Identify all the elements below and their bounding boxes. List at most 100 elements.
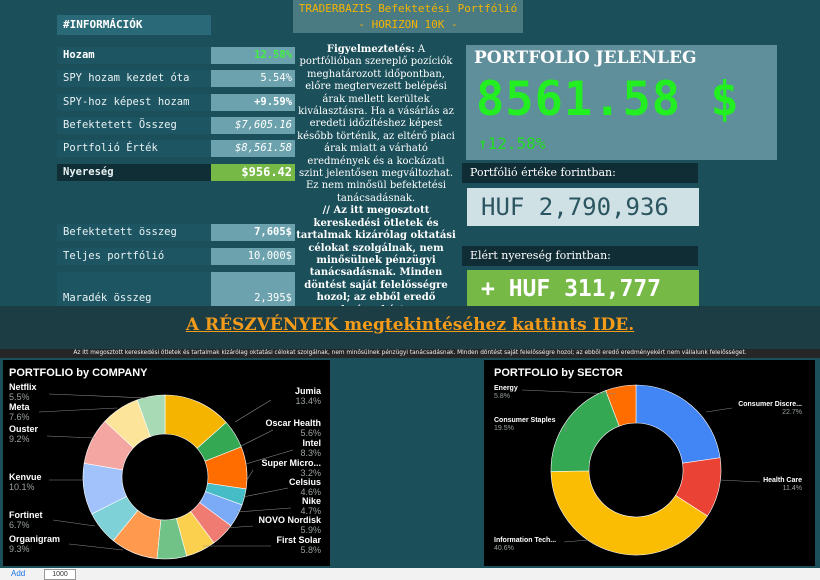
- sector-pct-information-tech: 40.6%: [494, 545, 514, 552]
- company-pct-intel: 8.3%: [300, 448, 321, 458]
- slice-consumer-staples[interactable]: [550, 390, 620, 472]
- sector-label-health-care: Health Care: [763, 477, 802, 484]
- row-label-befektetett-osszeg: Befektetett Összeg: [57, 117, 211, 134]
- sector-chart-panel: PORTFOLIO by SECTOR Consumer Discre... 22…: [484, 360, 815, 566]
- company-label-fortinet: Fortinet: [9, 510, 43, 520]
- company-label-nike: Nike: [302, 496, 321, 506]
- portfolio-change: ↑12.58%: [478, 134, 546, 153]
- portfolio-current-title: PORTFOLIO JELENLEG: [474, 48, 697, 68]
- bottom-bar: [0, 568, 820, 580]
- company-pct-novo-nordisk: 5.9%: [300, 525, 321, 535]
- row-value-spy-hozam: 5.54%: [211, 70, 295, 87]
- row-value-hozam: 12.58%: [211, 47, 295, 64]
- company-pct-organigram: 9.3%: [9, 544, 30, 554]
- company-leader-fortinet: [52, 519, 96, 527]
- slice-energy[interactable]: [605, 384, 637, 427]
- company-leader-nike: [236, 507, 292, 513]
- company-label-netflix: Netflix: [9, 382, 37, 392]
- company-pct-netflix: 5.5%: [9, 392, 30, 402]
- row-label-maradek: Maradék összeg: [57, 272, 211, 306]
- company-pct-jumia: 13.4%: [295, 396, 321, 406]
- company-pct-meta: 7.6%: [9, 412, 30, 422]
- sector-leader-consumer-discre: [705, 407, 733, 413]
- company-leader-organigram: [68, 543, 124, 551]
- slice-information-tech[interactable]: [550, 470, 708, 556]
- row-value-befektetett: 7,605$: [211, 224, 295, 241]
- row-label-teljes-portfolio: Teljes portfólió: [57, 248, 211, 265]
- huf-value-label: Portfólió értéke forintban:: [462, 163, 698, 183]
- row-value-spy-relative: +9.59%: [211, 94, 295, 111]
- company-pct-first-solar: 5.8%: [300, 545, 321, 555]
- company-label-first-solar: First Solar: [276, 535, 321, 545]
- row-label-portfolio-ertek: Portfolió Érték: [57, 140, 211, 157]
- company-leader-super-micro: [246, 469, 254, 481]
- row-value-teljes-portfolio: 10,000$: [211, 248, 295, 265]
- row-label-spy-relative: SPY-hoz képest hozam: [57, 94, 211, 111]
- sector-chart-title: PORTFOLIO by SECTOR: [494, 367, 623, 379]
- company-leader-celsius: [242, 487, 289, 498]
- sector-label-energy: Energy: [494, 385, 518, 392]
- company-label-ouster: Ouster: [9, 424, 39, 434]
- company-label-super-micro: Super Micro...: [261, 458, 321, 468]
- warning-heading: Figyelmeztetés:: [326, 44, 415, 55]
- add-rows-count-input[interactable]: 1000: [44, 569, 76, 580]
- company-label-intel: Intel: [302, 438, 321, 448]
- row-label-befektetett: Befektetett összeg: [57, 224, 211, 241]
- company-label-novo-nordisk: NOVO Nordisk: [258, 515, 322, 525]
- row-label-spy-hozam: SPY hozam kezdet óta: [57, 70, 211, 87]
- company-label-celsius: Celsius: [289, 477, 321, 487]
- company-leader-netflix: [48, 393, 148, 399]
- company-pct-super-micro: 3.2%: [300, 468, 321, 478]
- company-leader-meta: [38, 407, 118, 413]
- warning-text: Figyelmeztetés: A portfólióban szereplő …: [296, 44, 456, 329]
- company-leader-jumia: [234, 399, 272, 423]
- company-label-meta: Meta: [9, 402, 30, 412]
- warning-body: A portfólióban szereplő pozíciók meghatá…: [297, 44, 455, 204]
- company-pct-nike: 4.7%: [300, 506, 321, 516]
- company-leader-intel: [245, 449, 294, 465]
- company-pct-oscar-health: 5.6%: [300, 428, 321, 438]
- slice-netflix[interactable]: [136, 394, 166, 437]
- portfolio-subtitle: - HORIZON 10K -: [293, 17, 523, 33]
- huf-gain-value: + HUF 311,777: [467, 270, 699, 308]
- company-pct-celsius: 4.6%: [300, 487, 321, 497]
- sector-leader-energy: [521, 389, 617, 395]
- company-leader-oscar-health: [240, 429, 274, 447]
- company-label-jumia: Jumia: [295, 386, 322, 396]
- sector-leader-health-care: [719, 479, 761, 483]
- view-stocks-link[interactable]: A RÉSZVÉNYEK megtekintéséhez kattints ID…: [185, 315, 635, 335]
- sector-label-consumer-discre: Consumer Discre...: [738, 401, 802, 408]
- sector-label-consumer-staples: Consumer Staples: [494, 417, 556, 424]
- company-pct-fortinet: 6.7%: [9, 520, 30, 530]
- company-label-organigram: Organigram: [9, 534, 60, 544]
- row-value-nyereseg: $956.42: [211, 164, 295, 181]
- add-rows-link[interactable]: Add: [11, 569, 26, 578]
- row-value-maradek: 2,395$: [211, 272, 295, 306]
- row-label-nyereseg: Nyereség: [57, 164, 211, 181]
- info-header: #INFORMÁCIÓK: [57, 15, 211, 35]
- portfolio-current-value: 8561.58 $: [476, 72, 740, 127]
- row-label-hozam: Hozam: [57, 47, 211, 64]
- sector-pct-consumer-staples: 19.5%: [494, 425, 514, 432]
- company-label-kenvue: Kenvue: [9, 472, 42, 482]
- huf-value: HUF 2,790,936: [467, 188, 699, 226]
- company-chart-title: PORTFOLIO by COMPANY: [9, 367, 148, 379]
- sector-pct-health-care: 11.4%: [783, 485, 802, 492]
- cta-band: [0, 306, 820, 349]
- sector-pct-energy: 5.8%: [494, 393, 510, 400]
- huf-gain-label: Elért nyereség forintban:: [462, 246, 698, 266]
- company-label-oscar-health: Oscar Health: [265, 418, 321, 428]
- company-chart-panel: PORTFOLIO by COMPANY Jumia 13.4% Oscar Hea…: [3, 360, 330, 566]
- sector-label-information-tech: Information Tech...: [494, 537, 556, 544]
- portfolio-title: TRADERBAZIS Befektetési Portfólió: [293, 0, 523, 17]
- company-pct-ouster: 9.2%: [9, 434, 30, 444]
- company-leader-novo-nordisk: [224, 525, 254, 529]
- sector-pct-consumer-discre: 22.7%: [782, 409, 802, 416]
- slice-consumer-discre[interactable]: [635, 384, 721, 464]
- row-value-befektetett-osszeg: $7,605.16: [211, 117, 295, 134]
- row-value-portfolio-ertek: $8,561.58: [211, 140, 295, 157]
- sector-leader-information-tech: [563, 539, 589, 543]
- disclaimer-bar: Az itt megosztott kereskedési ötletek és…: [0, 349, 820, 358]
